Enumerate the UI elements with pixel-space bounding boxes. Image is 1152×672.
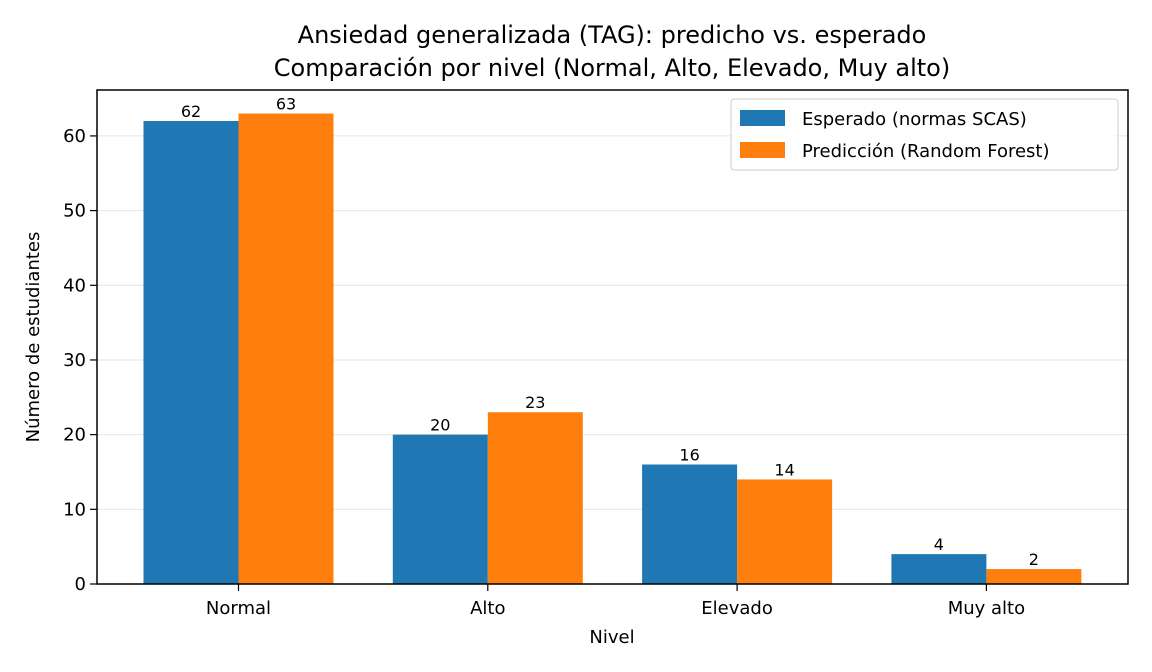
y-tick-label: 10 bbox=[63, 499, 86, 520]
bar-esperado-muy-alto bbox=[891, 554, 987, 584]
y-tick-label: 20 bbox=[63, 425, 86, 446]
bar-esperado-alto bbox=[392, 434, 488, 584]
plot-frame bbox=[96, 89, 1129, 585]
chart-subtitle: Comparación por nivel (Normal, Alto, Ele… bbox=[274, 54, 950, 82]
data-label: 23 bbox=[525, 393, 545, 412]
y-tick-label: 40 bbox=[63, 275, 86, 296]
data-label: 14 bbox=[774, 460, 794, 479]
bar-esperado-elevado bbox=[642, 464, 738, 584]
y-axis-ticks: 0 10 20 30 40 50 60 bbox=[63, 126, 97, 595]
y-tick-label: 60 bbox=[63, 126, 86, 147]
data-label: 16 bbox=[679, 446, 699, 465]
x-tick-label: Muy alto bbox=[948, 598, 1025, 619]
legend-box bbox=[730, 98, 1119, 171]
bar-prediccion-elevado bbox=[737, 479, 833, 584]
y-axis-label: Número de estudiantes bbox=[23, 232, 44, 443]
bars-group bbox=[143, 113, 1082, 585]
bar-prediccion-muy-alto bbox=[986, 569, 1082, 584]
legend-label-prediccion: Predicción (Random Forest) bbox=[802, 141, 1050, 162]
bar-prediccion-normal bbox=[238, 113, 334, 585]
data-label: 20 bbox=[430, 416, 450, 435]
x-tick-label: Elevado bbox=[701, 598, 773, 619]
data-label: 4 bbox=[934, 535, 944, 554]
x-axis-ticks: Normal Alto Elevado Muy alto bbox=[206, 584, 1025, 619]
x-tick-label: Alto bbox=[470, 598, 505, 619]
legend: Esperado (normas SCAS) Predicción (Rando… bbox=[730, 98, 1119, 171]
data-label: 62 bbox=[181, 102, 201, 121]
data-labels-group: 62 20 16 4 63 23 14 2 bbox=[181, 95, 1039, 570]
data-label: 63 bbox=[276, 95, 296, 114]
y-tick-label: 0 bbox=[75, 574, 86, 595]
x-tick-label: Normal bbox=[206, 598, 271, 619]
data-label: 2 bbox=[1029, 550, 1039, 569]
chart-title: Ansiedad generalizada (TAG): predicho vs… bbox=[298, 21, 927, 49]
bar-prediccion-alto bbox=[487, 412, 583, 584]
legend-swatch-esperado bbox=[740, 110, 785, 126]
y-tick-label: 50 bbox=[63, 201, 86, 222]
bar-esperado-normal bbox=[143, 120, 239, 584]
x-axis-label: Nivel bbox=[589, 627, 634, 648]
legend-label-esperado: Esperado (normas SCAS) bbox=[802, 109, 1027, 130]
y-tick-label: 30 bbox=[63, 350, 86, 371]
legend-swatch-prediccion bbox=[740, 142, 785, 158]
